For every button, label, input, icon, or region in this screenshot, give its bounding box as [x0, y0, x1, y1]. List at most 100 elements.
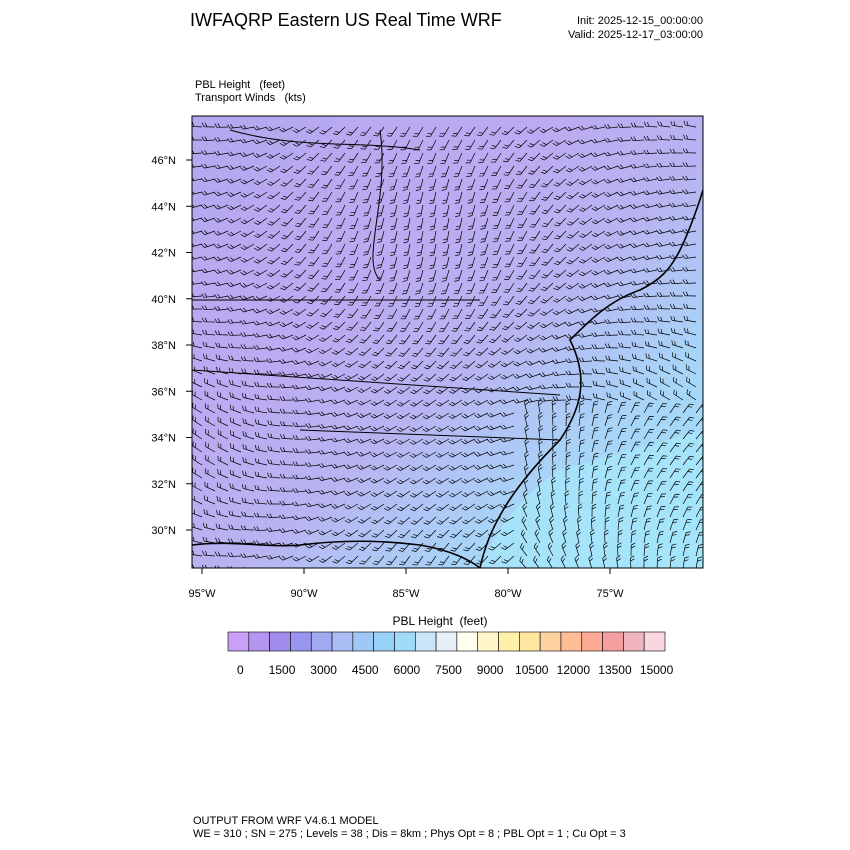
wind-barb [357, 399, 372, 406]
wind-barb [669, 254, 684, 260]
wind-barb [461, 438, 476, 445]
wind-barb [409, 490, 424, 498]
wind-barb [307, 178, 320, 188]
wind-barb [254, 419, 268, 427]
wind-barb [322, 243, 333, 254]
wind-barb [501, 321, 515, 331]
wind-barb [502, 139, 515, 149]
wind-barb [520, 529, 528, 544]
wind-barb [292, 555, 307, 562]
wind-barb [604, 294, 619, 300]
wind-barb [630, 293, 645, 298]
wind-barb [305, 410, 320, 416]
colorbar-label: 4500 [352, 663, 379, 677]
wind-barb [529, 256, 541, 267]
wind-barb [376, 256, 385, 269]
wind-barb [448, 425, 463, 432]
wind-barb [682, 519, 692, 531]
wind-barb [656, 455, 668, 466]
wind-barb [362, 269, 372, 281]
wind-barb [539, 384, 554, 390]
wind-barb [630, 317, 645, 323]
wind-barb [216, 378, 229, 388]
wind-barb [565, 399, 571, 414]
wind-barb [630, 177, 645, 183]
wind-barb [630, 217, 645, 223]
wind-barb [363, 217, 372, 230]
wind-barb [591, 230, 606, 238]
wind-barb [384, 529, 398, 538]
wind-barb [389, 191, 398, 204]
wind-barb [503, 152, 515, 163]
wind-barb [591, 243, 606, 251]
wind-barb [217, 469, 229, 479]
wind-barb [515, 152, 528, 162]
wind-barb [604, 282, 619, 288]
wind-barb [413, 567, 423, 580]
wind-barb [422, 477, 437, 485]
wind-barb [591, 319, 606, 325]
wind-barb [305, 475, 320, 481]
wind-barb [357, 425, 372, 431]
wind-barb [656, 229, 671, 234]
wind-barb [578, 426, 585, 440]
wind-barb [682, 506, 693, 518]
wind-barb [633, 378, 645, 388]
wind-barb [308, 230, 320, 241]
wind-barb [435, 490, 450, 498]
wind-barb [292, 422, 307, 427]
wind-barb [515, 295, 528, 305]
wind-barb [527, 295, 541, 305]
wind-barb [361, 152, 372, 163]
wind-barb [192, 402, 203, 414]
wind-barb [266, 165, 281, 173]
wind-barb [617, 441, 627, 453]
wind-barb [565, 282, 580, 290]
wind-barb [410, 386, 424, 395]
wind-barb [578, 191, 593, 199]
wind-barb [453, 165, 463, 178]
colorbar: 0 1500 3000 4500 6000 7500 9000 10500 12000 13500… [227, 631, 674, 677]
wind-barb [266, 499, 281, 505]
wind-barb [505, 230, 515, 242]
lon-label: 90°W [290, 588, 318, 600]
wind-barb [214, 243, 229, 249]
wind-barb [318, 386, 333, 391]
wind-barb [292, 448, 307, 453]
wind-barb [588, 555, 594, 568]
wind-barb [192, 255, 203, 260]
wind-barb [280, 282, 294, 291]
wind-barb [529, 191, 541, 202]
wind-barb [442, 230, 450, 244]
wind-barb [227, 294, 242, 300]
wind-barb [279, 359, 294, 364]
wind-barb [293, 165, 307, 174]
wind-barb [461, 386, 476, 394]
wind-barb [452, 567, 462, 580]
wind-barb [553, 191, 567, 201]
wind-barb [428, 269, 437, 282]
lon-label: 80°W [494, 588, 522, 600]
wind-barb [656, 403, 668, 414]
wind-barb [435, 425, 450, 432]
wind-barb [467, 217, 476, 230]
wind-barb [479, 269, 489, 281]
wind-barb [429, 243, 437, 257]
wind-barb [347, 152, 359, 163]
wind-barb [514, 308, 528, 318]
wind-barb [334, 282, 346, 293]
wind-barb [504, 204, 515, 216]
wind-barb [358, 529, 372, 538]
wind-barb [500, 399, 515, 405]
wind-barb [294, 178, 307, 188]
wind-barb [384, 360, 398, 369]
map-axes: 46°N 44°N 42°N 40°N 38°N 36°N 34°N 32°N 30°N 95°W… [151, 155, 624, 600]
wind-barb [383, 425, 398, 432]
wind-barb [385, 347, 398, 357]
wind-barb [292, 396, 307, 402]
wind-barb [279, 308, 294, 315]
wind-barb [630, 136, 645, 142]
wind-barb [414, 152, 424, 164]
wind-barb [528, 165, 541, 175]
wind-barb [682, 403, 694, 414]
